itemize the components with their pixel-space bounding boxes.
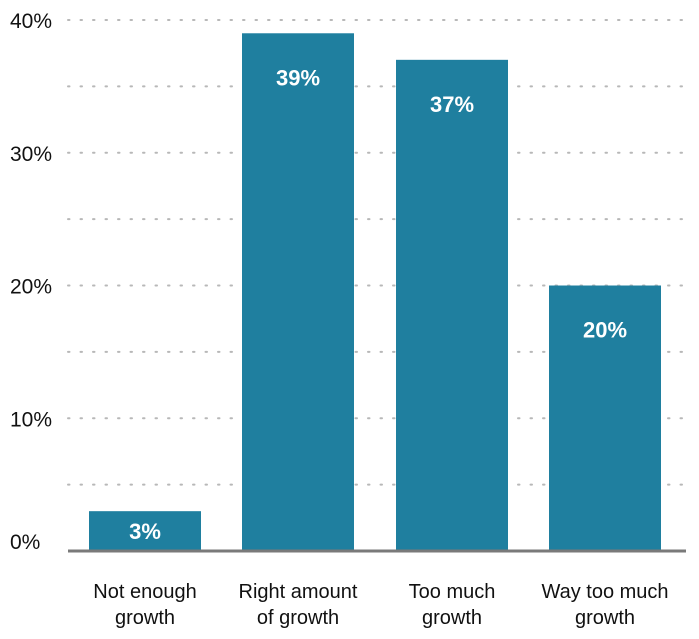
bar (89, 511, 201, 551)
y-tick-label: 40% (10, 10, 52, 33)
x-category-label: Way too much (541, 581, 668, 603)
bar (549, 285, 661, 551)
x-category-label: growth (575, 607, 635, 629)
y-tick-label: 20% (10, 276, 52, 299)
y-axis-tick-labels: 0% 10% 20% 30% 40% (10, 10, 52, 554)
bars: 3% 39% 37% 20% (89, 33, 661, 551)
bar (396, 59, 508, 551)
bar-value-label: 3% (129, 519, 161, 544)
x-category-label: growth (422, 607, 482, 629)
x-category-label: Not enough (93, 581, 196, 603)
x-category-label: growth (115, 607, 175, 629)
x-category-label: Too much (409, 581, 496, 603)
x-category-label: of growth (257, 607, 339, 629)
bar-value-label: 20% (583, 318, 627, 343)
y-tick-label: 30% (10, 143, 52, 166)
bar-value-label: 39% (276, 65, 320, 90)
bar-value-label: 37% (430, 92, 474, 117)
y-tick-label: 0% (10, 531, 40, 554)
x-category-label: Right amount (239, 581, 358, 603)
bar (242, 33, 354, 551)
y-tick-label: 10% (10, 408, 52, 431)
x-axis-category-labels: Not enough growth Right amount of growth Too… (93, 581, 668, 629)
